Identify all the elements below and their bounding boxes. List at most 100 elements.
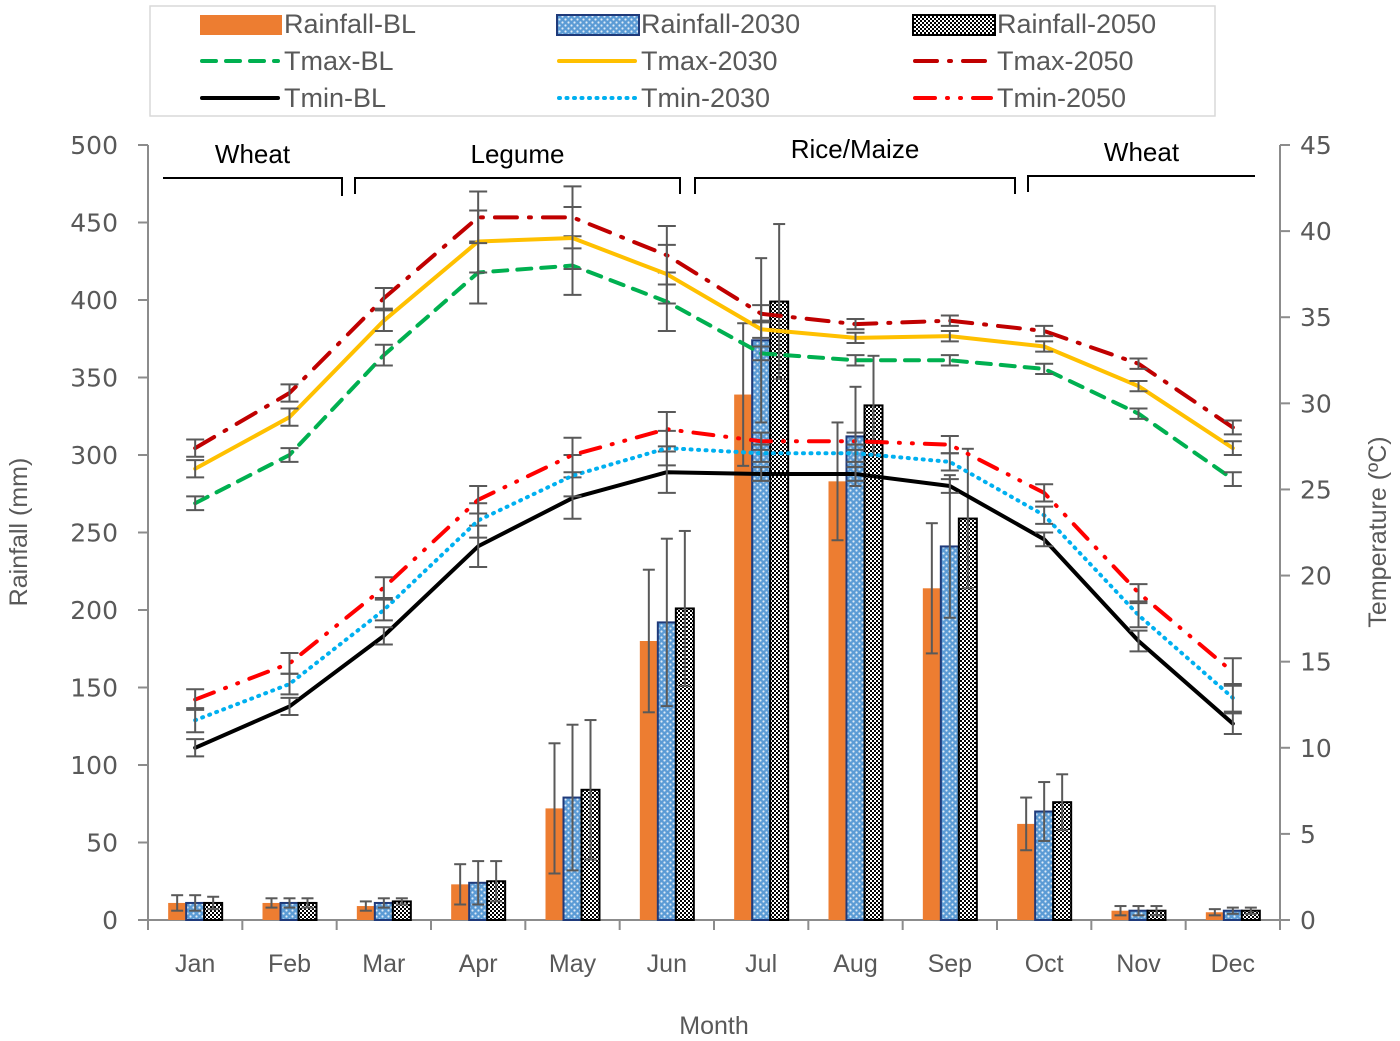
legend-label: Tmax-2050 (997, 46, 1134, 76)
bar (828, 481, 847, 920)
bar (356, 906, 375, 920)
bar (863, 404, 884, 921)
line-series-tmax-2050 (186, 185, 1242, 458)
bar-series-rainfall-2050 (203, 223, 1261, 922)
legend-swatch (912, 14, 996, 36)
x-tick-label: Jul (745, 950, 777, 978)
legend-label: Tmin-2050 (997, 83, 1126, 113)
y-tick-label: 400 (70, 286, 118, 315)
y-axis-title: Rainfall (mm) (5, 458, 33, 607)
y-tick-label: 200 (70, 596, 118, 625)
y-tick-label: 350 (70, 364, 118, 393)
y2-tick-label: 10 (1300, 734, 1332, 763)
legend-item-tmin-2030: Tmin-2030 (557, 83, 770, 113)
axes: 0 50 100 150 200 250 300 350 400 450 500 0 5 10 15 20 25… (70, 131, 1332, 978)
legend-label: Tmax-BL (284, 46, 394, 76)
y2-tick-label: 30 (1300, 389, 1332, 418)
legend-item-tmin-2050: Tmin-2050 (913, 83, 1126, 113)
line (193, 427, 1235, 702)
x-tick-label: Oct (1025, 950, 1064, 978)
legend-label: Rainfall-BL (284, 9, 416, 39)
crop-annotation-legume: Legume (354, 139, 681, 194)
y2-tick-label: 25 (1300, 475, 1332, 504)
legend-item-rainfall-2030: Rainfall-2030 (556, 9, 800, 39)
crop-bracket (354, 177, 681, 194)
legend-item-tmax-2050: Tmax-2050 (913, 46, 1134, 76)
line (193, 215, 1235, 451)
bar (1017, 823, 1036, 920)
rainfall-bars (168, 223, 1261, 922)
line (193, 263, 1235, 506)
y2-tick-label: 5 (1300, 820, 1316, 849)
x-tick-label: Mar (362, 950, 405, 978)
bar (751, 339, 772, 921)
bar (845, 435, 866, 921)
crop-bracket (694, 177, 1016, 194)
legend-item-tmax-2030: Tmax-2030 (557, 46, 778, 76)
y-tick-label: 50 (86, 829, 118, 858)
y2-axis-title: Temperature (ºC) (1364, 436, 1392, 627)
line-series-tmin-2050 (186, 410, 1242, 711)
line-series-tmax-bl (186, 235, 1242, 512)
y2-tick-label: 40 (1300, 217, 1332, 246)
y2-tick-label: 35 (1300, 303, 1332, 332)
bar (639, 641, 658, 920)
y2-tick-label: 0 (1300, 906, 1316, 935)
crop-label: Rice/Maize (791, 134, 920, 164)
crop-label: Wheat (215, 139, 291, 169)
x-tick-label: Apr (459, 950, 498, 978)
x-tick-label: Nov (1116, 950, 1161, 978)
bar-series-rainfall-2030 (185, 257, 1243, 922)
crop-label: Wheat (1104, 137, 1180, 167)
line-series-tmax-2030 (186, 206, 1242, 479)
crop-annotation-wheat: Wheat (1027, 137, 1255, 192)
bar-series-rainfall-bl (168, 322, 1224, 920)
crop-annotation-wheat: Wheat (163, 139, 343, 196)
legend-frame (149, 5, 1216, 117)
y-tick-label: 0 (102, 906, 118, 935)
crop-annotation-rice-maize: Rice/Maize (694, 134, 1016, 194)
x-tick-label: Sep (928, 950, 972, 978)
legend-item-tmin-bl: Tmin-BL (200, 83, 386, 113)
legend-label: Tmin-2030 (641, 83, 770, 113)
legend-label: Tmin-BL (284, 83, 386, 113)
line (193, 236, 1235, 471)
crop-label: Legume (471, 139, 565, 169)
crop-bracket (1027, 175, 1255, 192)
y-tick-label: 150 (70, 674, 118, 703)
line (193, 446, 1235, 723)
crop-bracket (163, 177, 343, 196)
x-tick-label: Dec (1211, 950, 1255, 978)
x-tick-label: May (549, 950, 597, 978)
y-tick-label: 300 (70, 441, 118, 470)
legend-label: Rainfall-2050 (997, 9, 1156, 39)
bar (769, 300, 790, 921)
legend-swatch (200, 15, 282, 35)
y-tick-label: 250 (70, 519, 118, 548)
y2-tick-label: 15 (1300, 648, 1332, 677)
y-tick-label: 450 (70, 209, 118, 238)
legend-item-tmax-bl: Tmax-BL (200, 46, 394, 76)
x-tick-label: Feb (268, 950, 311, 978)
x-tick-label: Jan (175, 950, 215, 978)
legend-swatch (556, 14, 640, 36)
bar (734, 394, 753, 920)
temperature-lines (186, 185, 1242, 758)
crop-season-annotations: Wheat Legume Rice/Maize Wheat (163, 134, 1255, 196)
legend-label: Tmax-2030 (641, 46, 778, 76)
y-tick-label: 100 (70, 751, 118, 780)
y2-tick-label: 20 (1300, 562, 1332, 591)
y-tick-label: 500 (70, 131, 118, 160)
bar (922, 588, 941, 920)
legend-item-rainfall-2050: Rainfall-2050 (912, 9, 1156, 39)
legend-label: Rainfall-2030 (641, 9, 800, 39)
x-tick-label: Jun (647, 950, 687, 978)
legend: Rainfall-BL Rainfall-2030 Rainfall-2050 Tma… (149, 5, 1216, 117)
x-tick-label: Aug (833, 950, 877, 978)
line (193, 470, 1235, 750)
y2-tick-label: 45 (1300, 131, 1332, 160)
legend-item-rainfall-bl: Rainfall-BL (200, 9, 416, 39)
line-series-tmin-bl (186, 450, 1242, 758)
x-axis-title: Month (679, 1012, 748, 1040)
